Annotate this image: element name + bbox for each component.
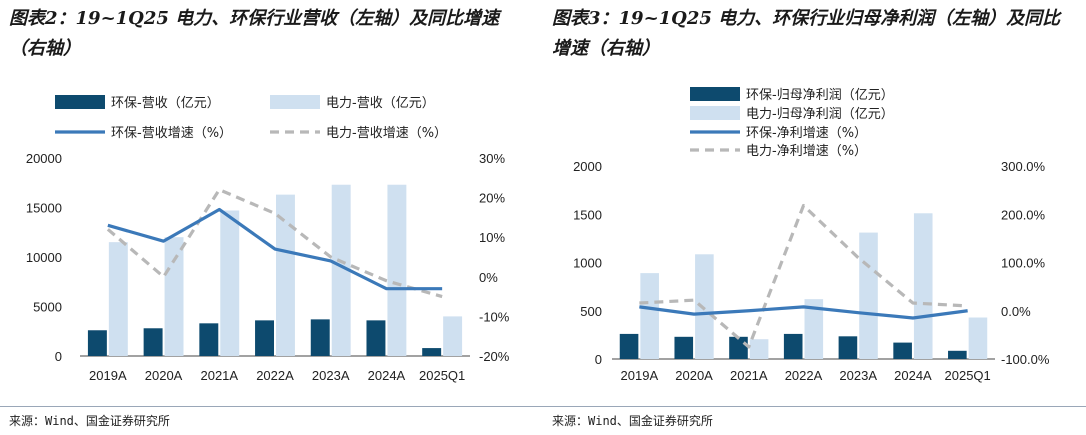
right-axis-tick-label: -10% <box>479 309 510 324</box>
legend-swatch <box>690 106 740 120</box>
left-axis-tick-label: 5000 <box>33 300 62 315</box>
source-divider <box>0 406 1086 407</box>
power-growth-line <box>639 203 968 349</box>
env-bar <box>674 336 694 359</box>
left-axis-tick-label: 15000 <box>26 201 62 216</box>
x-axis-category-label: 2023A <box>312 368 350 383</box>
legend-swatch <box>690 87 740 101</box>
left-axis-tick-label: 1500 <box>573 207 602 222</box>
env-bar <box>783 333 803 359</box>
legend-label: 电力-营收增速（%） <box>326 126 447 141</box>
left-axis-tick-label: 0 <box>55 349 62 364</box>
env-bar <box>143 328 163 356</box>
right-axis-tick-label: 30% <box>479 151 505 166</box>
power-bar <box>387 184 407 356</box>
left-axis-tick-label: 2000 <box>573 159 602 174</box>
env-bar <box>366 320 386 356</box>
env-bar <box>199 323 219 356</box>
env-bar <box>255 320 274 356</box>
legend-label: 环保-营收增速（%） <box>111 126 232 141</box>
right-chart-title: 图表3：19~1Q25 电力、环保行业归母净利润（左轴）及同比增速（右轴） <box>552 8 1061 59</box>
power-bar <box>220 210 240 356</box>
power-growth-line <box>106 188 443 299</box>
legend-swatch <box>55 95 105 109</box>
right-axis-tick-label: 0% <box>479 270 498 285</box>
power-bar <box>108 242 128 356</box>
power-bar <box>749 339 769 359</box>
env-bar <box>948 350 967 359</box>
x-axis-category-label: 2024A <box>368 368 406 383</box>
left-chart-panel: 图表2：19~1Q25 电力、环保行业营收（左轴）及同比增速（右轴） 0 5000… <box>9 8 510 428</box>
x-axis-category-label: 2025Q1 <box>945 368 991 383</box>
x-axis-category-label: 2019A <box>621 368 659 383</box>
right-axis-tick-label: 100.0% <box>1001 256 1046 271</box>
right-chart-panel: 图表3：19~1Q25 电力、环保行业归母净利润（左轴）及同比增速（右轴） 0 5… <box>543 0 1086 435</box>
env-bar <box>310 319 330 356</box>
legend-label: 电力-净利增速（%） <box>746 144 867 159</box>
x-axis-category-label: 2023A <box>839 368 877 383</box>
power-bar <box>164 237 184 356</box>
right-chart: 0 500 1000 1500 2000 -100.0% 0.0% 100.0% 200.0% 3… <box>573 87 1050 383</box>
x-axis-category-label: 2022A <box>785 368 823 383</box>
power-bar <box>640 273 659 359</box>
power-bar <box>968 317 988 359</box>
env-growth-line <box>639 305 968 320</box>
x-axis-category-label: 2020A <box>145 368 183 383</box>
right-axis-tick-label: 200.0% <box>1001 207 1046 222</box>
env-bar <box>87 330 107 356</box>
env-bar <box>893 342 912 359</box>
right-axis-tick-label: 20% <box>479 191 505 206</box>
left-chart-title: 图表2：19~1Q25 电力、环保行业营收（左轴）及同比增速（右轴） <box>9 8 500 59</box>
env-growth-line <box>107 207 443 291</box>
power-bar <box>859 232 878 359</box>
right-axis-tick-label: 300.0% <box>1001 159 1046 174</box>
x-axis-category-label: 2024A <box>894 368 932 383</box>
power-bar <box>443 316 463 356</box>
power-bar <box>804 299 824 359</box>
left-axis-tick-label: 10000 <box>26 250 62 265</box>
env-bar <box>838 336 858 359</box>
left-axis-tick-label: 0 <box>595 352 602 367</box>
right-axis-tick-label: -20% <box>479 349 510 364</box>
left-axis-tick-label: 500 <box>580 304 602 319</box>
legend-label: 环保-归母净利润（亿元） <box>746 88 894 103</box>
left-chart-source: 来源：Wind、国金证券研究所 <box>9 414 170 428</box>
x-axis-category-label: 2021A <box>730 368 768 383</box>
power-bar <box>695 254 714 359</box>
env-bar <box>619 333 639 359</box>
right-axis-tick-label: 0.0% <box>1001 304 1031 319</box>
power-bar <box>913 213 933 359</box>
x-axis-category-label: 2020A <box>675 368 713 383</box>
left-chart: 0 5000 10000 15000 20000 -20% -10% 0% 10% 20% 30% 2… <box>26 95 510 383</box>
right-axis-tick-label: 10% <box>479 230 505 245</box>
power-bar <box>331 184 351 356</box>
power-bar <box>276 194 295 356</box>
legend-label: 电力-归母净利润（亿元） <box>746 107 894 122</box>
right-axis-tick-label: -100.0% <box>1001 352 1050 367</box>
x-axis-category-label: 2021A <box>200 368 238 383</box>
legend-label: 电力-营收（亿元） <box>326 96 435 111</box>
left-axis-tick-label: 1000 <box>573 256 602 271</box>
x-axis-category-label: 2022A <box>256 368 294 383</box>
env-bar <box>422 348 442 356</box>
legend-label: 环保-净利增速（%） <box>746 126 867 141</box>
env-bar <box>729 336 748 359</box>
left-axis-tick-label: 20000 <box>26 151 62 166</box>
legend-label: 环保-营收（亿元） <box>111 96 220 111</box>
right-chart-source: 来源：Wind、国金证券研究所 <box>552 414 713 428</box>
x-axis-category-label: 2025Q1 <box>419 368 465 383</box>
legend-swatch <box>270 95 320 109</box>
x-axis-category-label: 2019A <box>89 368 127 383</box>
